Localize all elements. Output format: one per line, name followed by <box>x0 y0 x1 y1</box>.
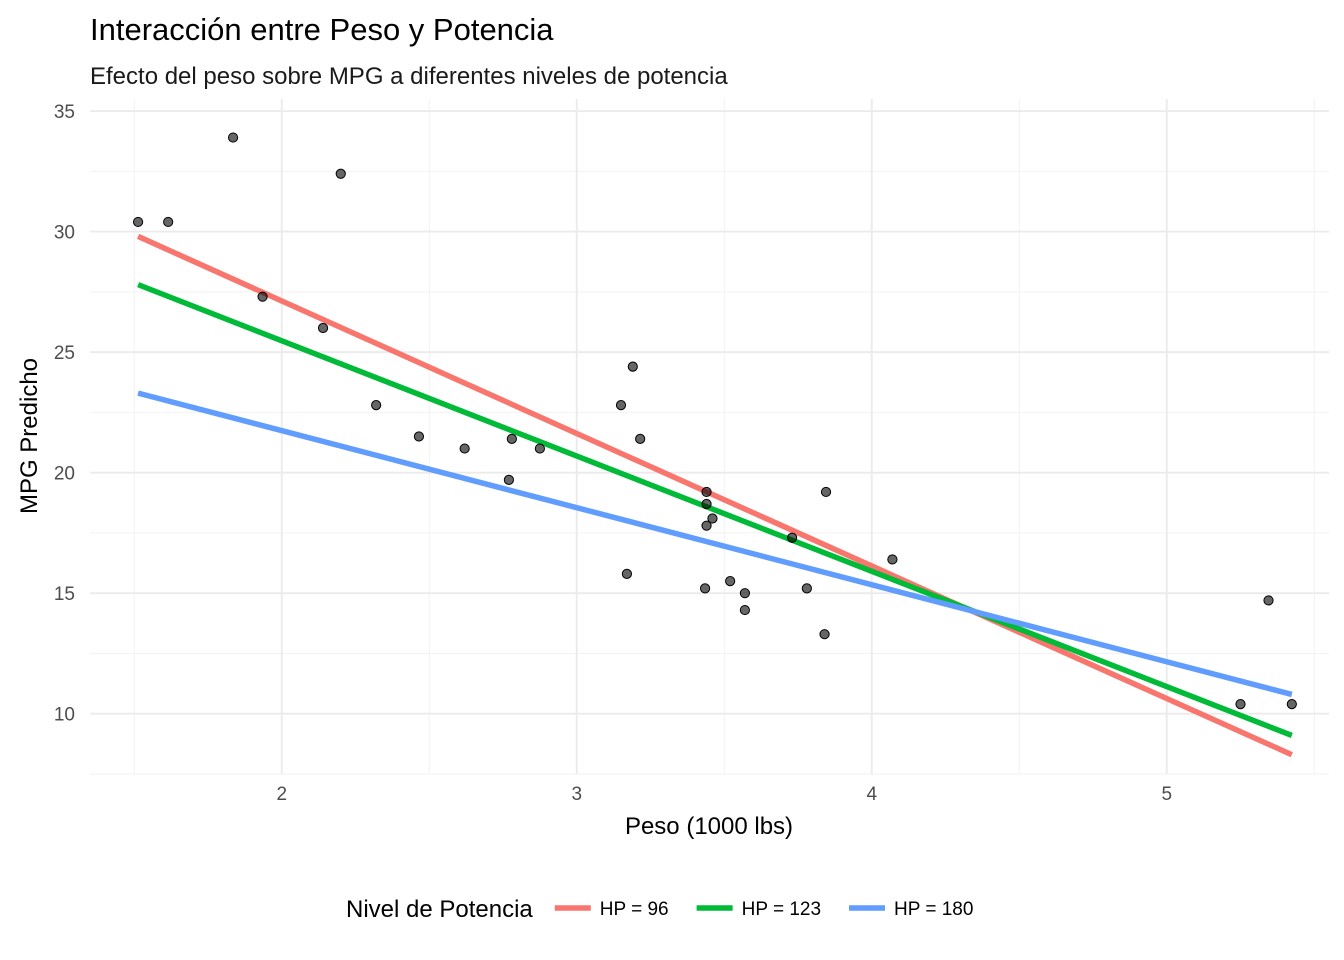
data-point <box>820 486 832 498</box>
x-axis-ticks: 2 3 4 5 <box>276 784 1172 805</box>
data-point <box>701 520 712 531</box>
legend-items: HP = 96 HP = 123 HP = 180 <box>554 899 973 920</box>
legend-label: HP = 123 <box>742 899 821 920</box>
data-point <box>621 568 633 580</box>
data-point <box>413 431 425 442</box>
y-tick-label: 35 <box>54 102 75 123</box>
data-point <box>701 498 712 510</box>
legend-label: HP = 96 <box>600 899 669 920</box>
x-tick-label: 2 <box>276 784 287 805</box>
chart-subtitle: Efecto del peso sobre MPG a diferentes n… <box>90 63 728 90</box>
series-line <box>136 233 1293 758</box>
data-point <box>459 443 470 454</box>
data-point <box>787 532 798 543</box>
data-point <box>739 604 751 616</box>
data-point <box>635 433 646 445</box>
series-lines <box>136 233 1293 758</box>
data-point <box>227 132 239 143</box>
y-axis-title: MPG Predicho <box>16 358 43 514</box>
y-tick-label: 15 <box>54 584 75 605</box>
data-point <box>335 168 346 179</box>
data-point <box>163 216 174 228</box>
series-line <box>137 390 1293 698</box>
chart-title: Interacción entre Peso y Potencia <box>90 12 554 47</box>
legend-title: Nivel de Potencia <box>346 896 533 923</box>
data-point <box>132 216 144 228</box>
data-point <box>701 486 712 498</box>
x-axis-title: Peso (1000 lbs) <box>625 813 793 840</box>
data-point <box>1263 595 1274 606</box>
legend-label: HP = 180 <box>894 899 973 920</box>
data-point <box>801 583 812 594</box>
data-points <box>132 132 1297 710</box>
legend: Nivel de Potencia HP = 96 HP = 123 HP = 18… <box>346 896 973 923</box>
data-point <box>317 322 329 334</box>
data-point <box>615 400 627 411</box>
y-tick-label: 30 <box>54 223 75 244</box>
y-tick-label: 10 <box>54 705 75 726</box>
data-point <box>699 583 711 594</box>
series-line <box>137 282 1293 738</box>
y-axis-ticks: 10 15 20 25 30 35 <box>54 102 75 726</box>
data-point <box>371 400 382 411</box>
data-point <box>739 588 751 599</box>
data-point <box>1235 698 1246 710</box>
x-tick-label: 5 <box>1161 784 1172 805</box>
data-point <box>627 361 638 372</box>
data-point <box>1286 698 1297 710</box>
plot-grid <box>90 99 1329 775</box>
data-point <box>725 576 736 587</box>
data-point <box>257 291 268 302</box>
data-point <box>887 554 898 565</box>
data-point <box>506 433 517 445</box>
y-tick-label: 20 <box>54 464 75 485</box>
data-point <box>707 513 718 524</box>
data-point <box>503 474 514 485</box>
data-point <box>819 629 830 640</box>
y-tick-label: 25 <box>54 343 75 364</box>
data-point <box>534 443 545 454</box>
x-tick-label: 3 <box>571 784 582 805</box>
x-tick-label: 4 <box>866 784 877 805</box>
